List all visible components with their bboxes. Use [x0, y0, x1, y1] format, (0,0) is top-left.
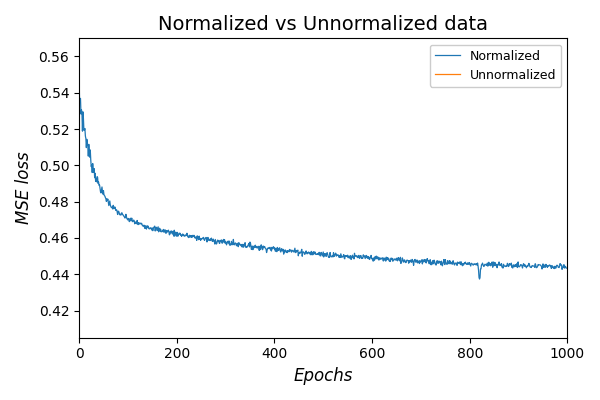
- Normalized: [476, 277, 483, 282]
- Y-axis label: MSE loss: MSE loss: [15, 152, 33, 224]
- Normalized: [76, 68, 83, 72]
- X-axis label: Epochs: Epochs: [293, 367, 353, 385]
- Legend: Normalized, Unnormalized: Normalized, Unnormalized: [430, 44, 561, 87]
- Normalized: [456, 260, 463, 264]
- Line: Normalized: Normalized: [79, 70, 567, 279]
- Normalized: [410, 259, 418, 264]
- Title: Normalized vs Unnormalized data: Normalized vs Unnormalized data: [158, 15, 488, 34]
- Normalized: [464, 261, 472, 266]
- Normalized: [290, 250, 298, 254]
- Normalized: [125, 216, 133, 221]
- Normalized: [273, 247, 280, 252]
- Normalized: [563, 266, 571, 270]
